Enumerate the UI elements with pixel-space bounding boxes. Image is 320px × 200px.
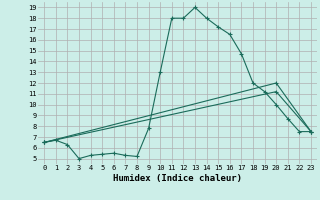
- X-axis label: Humidex (Indice chaleur): Humidex (Indice chaleur): [113, 174, 242, 183]
